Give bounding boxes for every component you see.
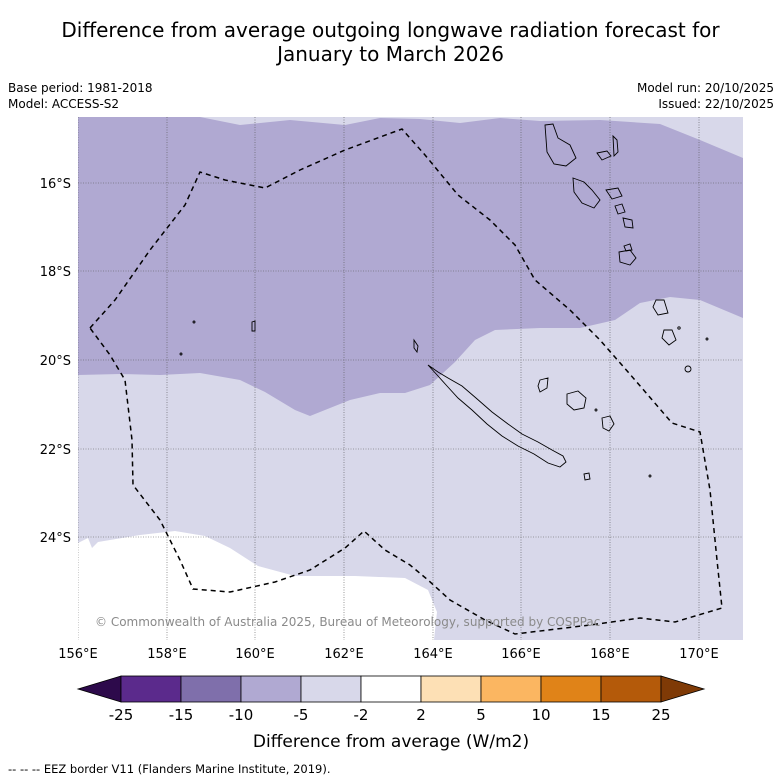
lon-label: 170°E [679, 647, 719, 662]
coastlines [179, 123, 709, 481]
colorbar-segment [360, 675, 422, 703]
new-caledonia-mainland [427, 364, 567, 468]
colorbar-tick: -2 [354, 706, 369, 724]
longitude-labels: 156°E 158°E 160°E 162°E 164°E 166°E 168°… [58, 647, 719, 662]
islet-a [192, 320, 196, 324]
colorbar-label: Difference from average (W/m2) [253, 732, 529, 752]
islet-d [705, 337, 709, 341]
issued-date: Issued: 22/10/2025 [658, 97, 774, 111]
islet-e [684, 365, 692, 373]
lon-label: 162°E [324, 647, 364, 662]
lat-label: 22°S [40, 443, 71, 458]
pentecost [596, 150, 612, 161]
latitude-labels: 16°S 18°S 20°S 22°S 24°S [40, 177, 71, 546]
epi [614, 203, 626, 215]
islet-g [648, 474, 652, 478]
colorbar-tick: 2 [416, 706, 426, 724]
colorbar-tick: -25 [109, 706, 134, 724]
colorbar-tick: 25 [651, 706, 670, 724]
model-name: Model: ACCESS-S2 [8, 97, 120, 111]
colorbar-segment [420, 675, 482, 703]
colorbar-tick: 15 [591, 706, 610, 724]
lat-label: 24°S [40, 531, 71, 546]
eez-border [89, 128, 723, 635]
colorbar-tick: 5 [476, 706, 486, 724]
colorbar-ticks: -25 -15 -10 -5 -2 2 5 10 15 25 [109, 706, 671, 724]
maewo [612, 134, 619, 158]
islet-b [179, 352, 183, 356]
colorbar-segment [300, 675, 362, 703]
tanna [618, 249, 637, 266]
matthew-island [661, 329, 677, 346]
isle-of-pines [583, 472, 591, 481]
lon-label: 156°E [58, 647, 98, 662]
colorbar-segment [600, 675, 662, 703]
hunter-island-group [652, 299, 669, 316]
anomaly-region-medium [78, 117, 743, 416]
lat-label: 20°S [40, 354, 71, 369]
eez-legend-note: -- -- -- EEZ border V11 (Flanders Marine… [8, 762, 331, 776]
islet-f [594, 408, 598, 412]
colorbar-tick: 10 [531, 706, 550, 724]
colorbar-tick: -10 [229, 706, 254, 724]
colorbar-under-arrow [76, 675, 122, 703]
title-line-2: January to March 2026 [277, 42, 504, 66]
graticule [78, 117, 743, 640]
efate [622, 217, 634, 229]
metadata-right: Model run: 20/10/2025 Issued: 22/10/2025 [637, 80, 774, 112]
colorbar-tick: -5 [294, 706, 309, 724]
lifou-island [566, 390, 587, 411]
colorbar-segment [240, 675, 302, 703]
malekula [572, 177, 601, 209]
belep-island [413, 338, 419, 354]
metadata-left: Base period: 1981-2018 Model: ACCESS-S2 [8, 80, 153, 112]
colorbar-segment [120, 675, 182, 703]
base-period: Base period: 1981-2018 [8, 81, 153, 95]
copyright-notice: © Commonwealth of Australia 2025, Bureau… [95, 615, 600, 629]
lon-label: 164°E [413, 647, 453, 662]
espiritu-santo [544, 123, 577, 167]
chesterfield-islet [251, 320, 256, 332]
lon-label: 160°E [235, 647, 275, 662]
colorbar-over-arrow [660, 675, 706, 703]
map-panel: © Commonwealth of Australia 2025, Bureau… [78, 117, 743, 640]
chart-title: Difference from average outgoing longwav… [0, 18, 781, 66]
ouvea-island [537, 377, 549, 393]
colorbar-segment [540, 675, 602, 703]
colorbar-segment [480, 675, 542, 703]
colorbar: -25 -15 -10 -5 -2 2 5 10 15 25 Differenc… [76, 675, 706, 752]
lon-label: 166°E [501, 647, 541, 662]
title-line-1: Difference from average outgoing longwav… [61, 18, 720, 42]
lon-label: 168°E [590, 647, 630, 662]
lat-label: 16°S [40, 177, 71, 192]
mare-island [601, 415, 615, 432]
ambrym [605, 187, 623, 200]
erromango [623, 243, 633, 252]
islet-c [677, 326, 681, 330]
colorbar-tick: -15 [169, 706, 194, 724]
model-run: Model run: 20/10/2025 [636, 81, 774, 95]
lat-label: 18°S [40, 265, 71, 280]
colorbar-segment [180, 675, 242, 703]
lon-label: 158°E [147, 647, 187, 662]
